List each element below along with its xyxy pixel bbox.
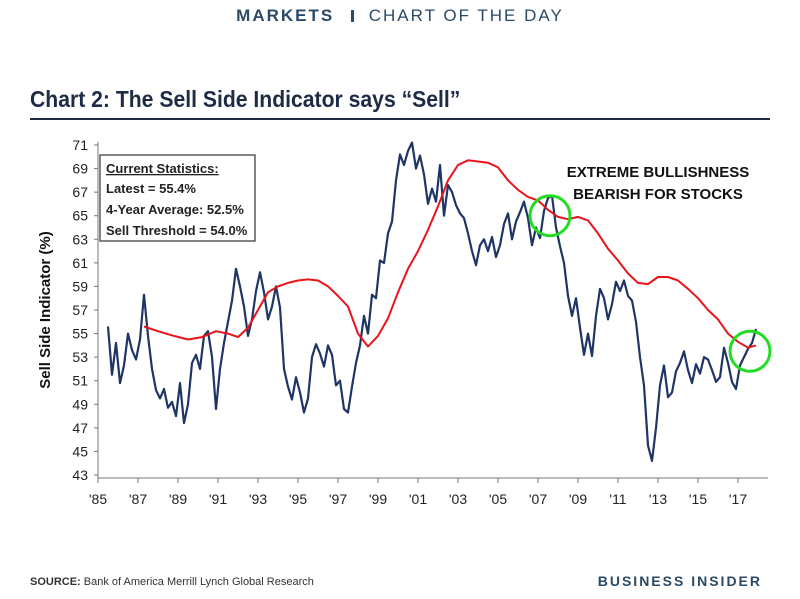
x-tick-label: '09 xyxy=(569,491,587,507)
y-tick-label: 45 xyxy=(72,443,88,459)
x-tick-label: '85 xyxy=(89,491,107,507)
x-tick-label: '13 xyxy=(649,491,667,507)
x-tick-label: '11 xyxy=(609,491,626,507)
x-tick-label: '03 xyxy=(449,491,467,507)
x-tick-label: '07 xyxy=(529,491,547,507)
x-tick-label: '05 xyxy=(489,491,507,507)
stats-line: Latest = 55.4% xyxy=(106,181,196,196)
y-tick-label: 61 xyxy=(72,255,88,271)
brand-logo[interactable]: BUSINESS INSIDER xyxy=(597,573,762,589)
title-rule xyxy=(30,118,770,120)
series-line-4yr-average xyxy=(143,159,757,349)
x-tick-label: '91 xyxy=(209,491,227,507)
highlight-circle-2 xyxy=(728,329,772,373)
y-tick-label: 43 xyxy=(72,467,88,483)
header-subtitle: CHART OF THE DAY xyxy=(368,6,564,25)
highlight-circle-1 xyxy=(528,194,572,238)
stats-line: Sell Threshold = 54.0% xyxy=(106,223,248,238)
y-tick-label: 67 xyxy=(72,184,88,200)
y-tick-label: 51 xyxy=(72,373,88,389)
y-axis-label: Sell Side Indicator (%) xyxy=(37,231,54,389)
x-tick-label: '89 xyxy=(169,491,187,507)
stats-line: 4-Year Average: 52.5% xyxy=(106,202,244,217)
series-line-sell-side xyxy=(106,141,758,462)
x-tick-label: '87 xyxy=(129,491,147,507)
y-tick-label: 59 xyxy=(72,278,88,294)
y-tick-label: 63 xyxy=(72,231,88,247)
header-bar: MARKETS CHART OF THE DAY xyxy=(0,6,800,26)
x-tick-label: '17 xyxy=(729,491,747,507)
y-tick-label: 65 xyxy=(72,208,88,224)
y-tick-label: 57 xyxy=(72,302,88,318)
x-tick-label: '93 xyxy=(249,491,267,507)
chart-title: Chart 2: The Sell Side Indicator says “S… xyxy=(30,86,461,112)
stats-box xyxy=(99,154,256,242)
x-tick-label: '95 xyxy=(289,491,307,507)
source-text: Bank of America Merrill Lynch Global Res… xyxy=(83,576,314,588)
section-label[interactable]: MARKETS xyxy=(236,6,335,25)
y-tick-label: 55 xyxy=(72,326,88,342)
callout-line-1: EXTREME BULLISHNESS xyxy=(567,164,750,181)
stats-title: Current Statistics: xyxy=(106,161,219,176)
callout-line-2: BEARISH FOR STOCKS xyxy=(573,186,743,203)
header-separator xyxy=(350,10,354,22)
x-tick-label: '15 xyxy=(689,491,707,507)
y-tick-label: 71 xyxy=(72,137,88,153)
source-note: SOURCE: Bank of America Merrill Lynch Gl… xyxy=(30,576,314,588)
x-tick-label: '99 xyxy=(369,491,387,507)
y-tick-label: 53 xyxy=(72,349,88,365)
source-label: SOURCE: xyxy=(30,576,81,588)
x-tick-label: '01 xyxy=(409,491,427,507)
y-tick-label: 49 xyxy=(72,396,88,412)
y-tick-label: 47 xyxy=(72,420,88,436)
y-tick-label: 69 xyxy=(72,161,88,177)
x-tick-label: '97 xyxy=(329,491,347,507)
